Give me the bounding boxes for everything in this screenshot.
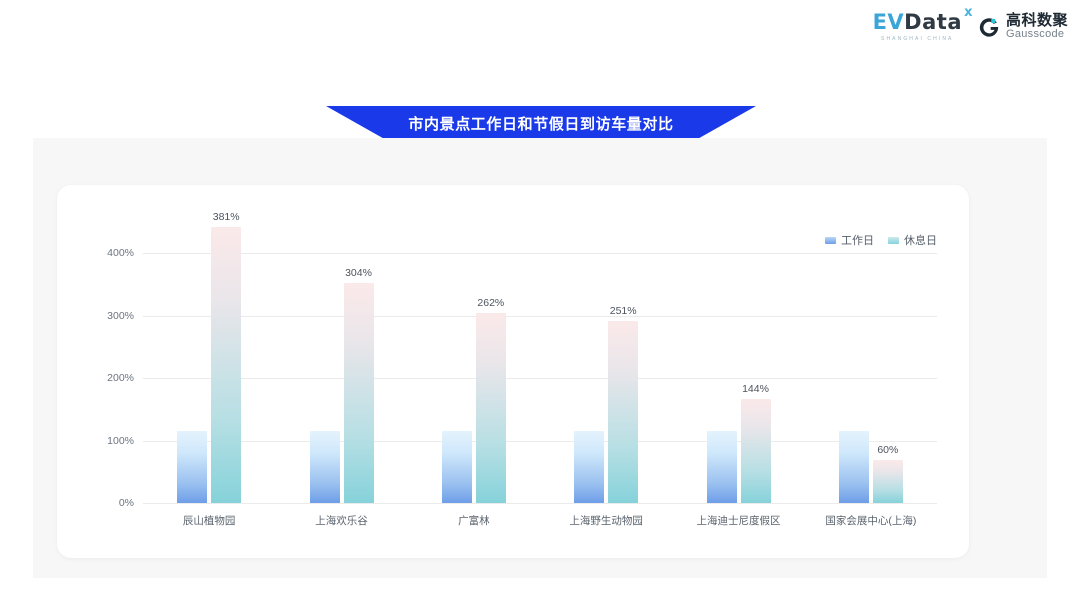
chart-card: 工作日 休息日 0% 100% 200% 300% 400% 381% 辰山植物园 304% 上… — [57, 185, 969, 558]
bar-rect[interactable] — [343, 282, 374, 503]
bar-value-label: 262% — [477, 297, 505, 310]
y-axis-tick-label: 400% — [107, 247, 134, 259]
legend-item-1[interactable]: 工作日 — [825, 232, 874, 248]
x-axis-category-label: 上海迪士尼度假区 — [696, 515, 781, 527]
evdata-data-text: Data — [904, 10, 962, 34]
bar-工作日[interactable] — [177, 430, 208, 503]
bar-休息日[interactable]: 144% — [740, 383, 771, 503]
bar-工作日[interactable] — [441, 430, 472, 503]
bar-工作日[interactable] — [838, 430, 869, 503]
bar-value-label: 60% — [877, 443, 899, 456]
gridline — [143, 440, 937, 442]
y-axis-tick-label: 200% — [107, 372, 134, 384]
gridline — [143, 315, 937, 317]
y-axis-tick-label: 300% — [107, 309, 134, 322]
legend-swatch-icon — [888, 236, 899, 244]
page-title-banner: 市内景点工作日和节假日到访车量对比 — [326, 106, 756, 140]
x-axis-category-label: 国家会展中心(上海) — [825, 515, 917, 527]
bar-group: 304% 上海欢乐谷 — [309, 267, 374, 527]
bar-工作日[interactable] — [706, 430, 737, 503]
gridline — [143, 378, 937, 379]
bar-休息日[interactable]: 304% — [343, 267, 374, 503]
evdata-logo: EVData x SHANGHAI CHINA — [872, 6, 973, 42]
legend-label: 工作日 — [841, 235, 874, 247]
x-axis-category-label: 辰山植物园 — [182, 515, 236, 527]
bar-group: 60% 国家会展中心(上海) — [825, 430, 916, 527]
y-axis-tick-label: 0% — [118, 497, 134, 509]
bar-rect[interactable] — [872, 459, 903, 503]
bar-休息日[interactable]: 262% — [475, 297, 506, 503]
bar-value-label: 304% — [345, 266, 372, 279]
bar-group: 262% 广富林 — [441, 297, 506, 527]
bar-rect[interactable] — [608, 321, 639, 503]
bar-rect[interactable] — [441, 430, 472, 503]
bar-rect[interactable] — [574, 430, 605, 503]
bar-value-label: 381% — [212, 210, 240, 223]
x-axis-category-label: 上海野生动物园 — [569, 515, 643, 527]
legend-label: 休息日 — [904, 235, 937, 247]
gridline — [143, 253, 937, 254]
bar-rect[interactable] — [309, 430, 340, 503]
gausscode-logo: 高科数聚 Gausscode — [978, 13, 1068, 40]
bar-group: 381% 辰山植物园 — [177, 211, 242, 527]
evdata-x-superscript: x — [964, 5, 973, 20]
bar-rect[interactable] — [475, 313, 506, 503]
evdata-subtitle: SHANGHAI CHINA — [881, 36, 954, 42]
gridline — [143, 503, 937, 504]
bar-休息日[interactable]: 251% — [608, 305, 639, 503]
bar-rect[interactable] — [838, 430, 869, 503]
bar-group: 144% 上海迪士尼度假区 — [697, 383, 781, 527]
legend-item-2[interactable]: 休息日 — [888, 232, 937, 248]
bar-rect[interactable] — [177, 430, 208, 503]
bar-group: 251% 上海野生动物园 — [569, 305, 643, 527]
gausscode-en-name: Gausscode — [1005, 28, 1065, 41]
evdata-wordmark: EVData x — [872, 6, 973, 34]
evdata-ev-text: EV — [872, 10, 905, 34]
y-axis-tick-label: 100% — [107, 434, 134, 447]
bar-value-label: 251% — [609, 305, 637, 318]
legend-swatch-icon — [825, 236, 836, 244]
bar-休息日[interactable]: 381% — [211, 211, 242, 503]
x-axis-category-label: 广富林 — [458, 515, 490, 527]
chart-plot-area: 0% 100% 200% 300% 400% 381% 辰山植物园 304% 上海欢乐谷 262… — [107, 211, 937, 527]
chart-legend: 工作日 休息日 — [825, 232, 937, 248]
bar-工作日[interactable] — [574, 430, 605, 503]
bar-rect[interactable] — [740, 398, 771, 503]
chart-bars-layer: 381% 辰山植物园 304% 上海欢乐谷 262% 广富林 251% 上海野生动物园 144%… — [143, 211, 937, 527]
gausscode-mark-icon — [978, 16, 1000, 38]
bar-value-label: 144% — [742, 382, 769, 395]
gausscode-cn-name: 高科数聚 — [1005, 12, 1068, 30]
bar-工作日[interactable] — [309, 430, 340, 503]
header-logo-bar: EVData x SHANGHAI CHINA 高科数聚 Gausscode — [872, 6, 1068, 42]
gausscode-text: 高科数聚 Gausscode — [1006, 13, 1068, 40]
bar-休息日[interactable]: 60% — [872, 444, 903, 503]
bar-rect[interactable] — [211, 226, 242, 503]
x-axis-category-label: 上海欢乐谷 — [315, 515, 368, 527]
bar-rect[interactable] — [706, 430, 737, 503]
